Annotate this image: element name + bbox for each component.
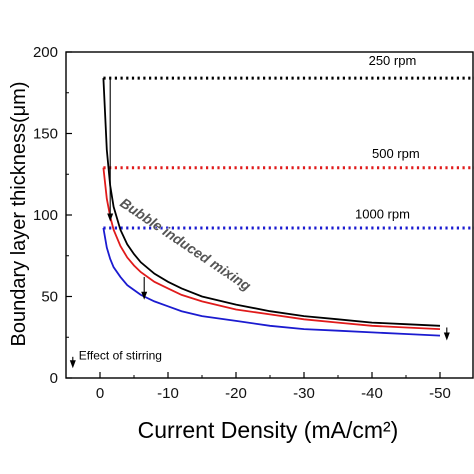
y-tick-label: 200 [33, 44, 58, 61]
legend-arrow [69, 356, 76, 369]
stirring-arrow-2-head [141, 291, 148, 300]
plot-frame [65, 51, 474, 379]
legend-arrow-head [69, 360, 76, 369]
x-tick-label: -20 [225, 385, 247, 402]
y-axis-title: Boundary layer thickness(μm) [8, 82, 30, 347]
series-line-3 [102, 227, 441, 337]
series-line-1 [102, 78, 441, 327]
stirring-arrow-1-head [107, 213, 114, 222]
x-tick-label: -50 [429, 385, 451, 402]
x-axis-title: Current Density (mA/cm²) [138, 417, 399, 443]
x-tick-label: -40 [361, 385, 383, 402]
y-tick-label: 0 [50, 370, 58, 387]
stirring-arrow-3 [443, 327, 450, 341]
stirring-arrow-2 [141, 276, 148, 300]
bubble-mixing-label: Bubble induced mixing [117, 194, 254, 294]
y-tick-label: 50 [41, 289, 58, 306]
annotation-layer: 250 rpm 500 rpm 1000 rpm Effect of stirring… [69, 53, 450, 369]
x-tick-label: -10 [157, 385, 179, 402]
stirring-arrow-1 [107, 78, 114, 222]
axis-ticks: 0 -10 -20 -30 -40 -50 0 50 100 150 200 [33, 44, 451, 402]
x-tick-label: -30 [293, 385, 315, 402]
x-tick-label: 0 [96, 385, 104, 402]
y-tick-label: 150 [33, 126, 58, 143]
effect-of-stirring-label: Effect of stirring [79, 348, 162, 362]
series-line-2 [102, 167, 441, 330]
y-tick-label: 100 [33, 207, 58, 224]
reference-label-2: 500 rpm [372, 146, 420, 161]
reference-label-1: 250 rpm [369, 53, 417, 68]
stirring-arrow-3-head [443, 332, 450, 341]
reference-label-3: 1000 rpm [355, 206, 410, 221]
plot-content [102, 76, 474, 337]
